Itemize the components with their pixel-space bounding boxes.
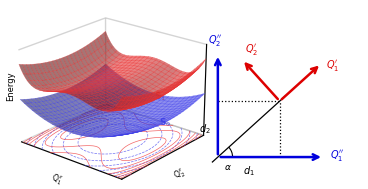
Y-axis label: Q$_2''$: Q$_2''$ bbox=[171, 166, 188, 183]
Text: $Q_2''$: $Q_2''$ bbox=[208, 33, 222, 48]
Text: Energy: Energy bbox=[6, 71, 15, 101]
X-axis label: Q$_1''$: Q$_1''$ bbox=[49, 171, 64, 188]
Text: $Q_1'$: $Q_1'$ bbox=[326, 58, 339, 73]
Text: $Q_2'$: $Q_2'$ bbox=[245, 42, 258, 57]
Text: $d_2$: $d_2$ bbox=[199, 122, 210, 136]
Text: $Q_1''$: $Q_1''$ bbox=[330, 148, 344, 163]
Text: $d_1$: $d_1$ bbox=[243, 164, 255, 178]
Text: $\alpha$: $\alpha$ bbox=[224, 163, 231, 172]
